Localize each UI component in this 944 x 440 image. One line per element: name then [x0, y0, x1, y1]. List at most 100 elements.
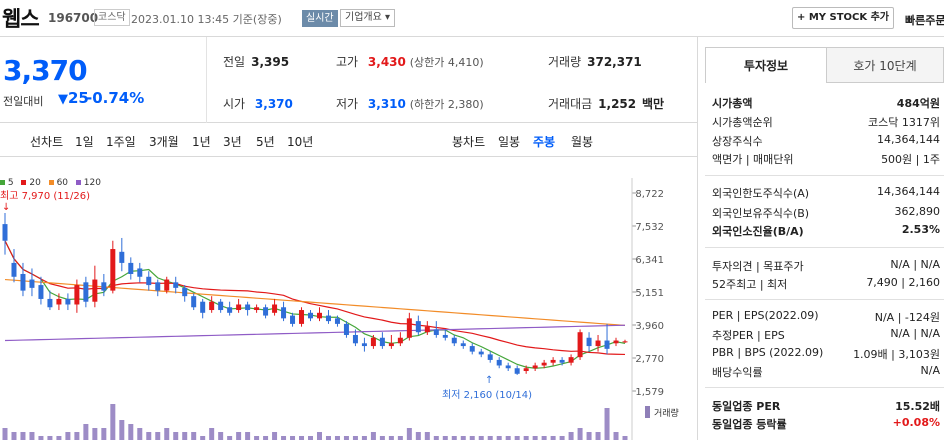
- volume-bar: [604, 408, 610, 440]
- low-arrow-icon: ↑: [485, 375, 493, 386]
- volume-bar: [47, 436, 53, 440]
- divider: [705, 175, 944, 176]
- quote-datetime: 2023.01.10 13:45 기준(장중): [131, 13, 282, 26]
- candle-body: [218, 301, 224, 311]
- price-chart[interactable]: 8,722 7,532 6,341 5,151 3,960 2,770 1,579 최고 7…: [0, 158, 697, 440]
- tab-monthly[interactable]: 월봉: [571, 135, 594, 149]
- candle-body: [209, 301, 215, 311]
- high-arrow-icon: ↓: [2, 202, 10, 213]
- tab-5year[interactable]: 5년: [256, 135, 275, 149]
- candle-body: [406, 318, 412, 338]
- tab-10year[interactable]: 10년: [287, 135, 314, 149]
- volume-bar: [469, 436, 475, 440]
- chevron-down-icon: ▾: [385, 12, 391, 23]
- ma20-legend: 20: [21, 178, 41, 188]
- amount-value: 1,252: [598, 97, 637, 111]
- volume-bar: [397, 436, 403, 440]
- info-value: 484억원: [896, 97, 940, 110]
- candle-body: [595, 340, 601, 347]
- low-value: 3,310: [367, 97, 406, 111]
- info-value: 2.53%: [901, 223, 940, 236]
- tab-daily[interactable]: 일봉: [498, 135, 521, 149]
- info-value: N/A: [920, 364, 940, 377]
- candle-body: [182, 287, 188, 297]
- tab-3year[interactable]: 3년: [223, 135, 242, 149]
- volume-bar: [38, 436, 44, 440]
- candle-body: [74, 285, 80, 305]
- info-value: 코스닥 1317위: [868, 116, 940, 129]
- tab-1week[interactable]: 1주일: [106, 135, 136, 149]
- candle-body: [146, 276, 152, 286]
- info-value: 14,364,144: [877, 133, 940, 146]
- volume-bar: [460, 436, 466, 440]
- price-tick-label: 5,151: [635, 288, 664, 299]
- tab-candle-chart[interactable]: 봉차트: [452, 135, 486, 149]
- candle-body: [236, 304, 242, 311]
- volume-bar: [442, 436, 448, 440]
- tab-1year[interactable]: 1년: [192, 135, 211, 149]
- market-badge: 코스닥: [94, 9, 130, 26]
- candle-body: [577, 332, 583, 358]
- info-row: 외국인한도주식수(A) 14,364,144: [705, 185, 944, 205]
- candle-body: [47, 298, 53, 308]
- volume-label: 거래량: [548, 55, 582, 69]
- volume-bar: [83, 424, 89, 440]
- candle-body: [272, 304, 278, 313]
- tab-1day[interactable]: 1일: [75, 135, 94, 149]
- corp-info-dropdown[interactable]: 기업개요 ▾: [340, 9, 396, 27]
- candle-body: [496, 359, 502, 366]
- candle-body: [613, 340, 619, 344]
- price-tick-label: 8,722: [635, 189, 664, 200]
- ma120-line: [4, 324, 626, 342]
- candle-body: [191, 296, 197, 308]
- candle-body: [514, 368, 520, 374]
- volume-bar: [200, 436, 206, 440]
- volume-bar: [415, 432, 421, 440]
- candle-body: [586, 337, 592, 347]
- volume-bar: [595, 432, 601, 440]
- volume-bar: [451, 436, 457, 440]
- tab-invest-info[interactable]: 투자정보: [705, 47, 827, 83]
- volume-bar: [308, 436, 314, 440]
- tab-3month[interactable]: 3개월: [149, 135, 179, 149]
- ma120-label: 120: [83, 178, 101, 188]
- volume-bar: [379, 436, 385, 440]
- quick-order-link[interactable]: 빠른주문: [905, 14, 944, 27]
- volume-bar: [119, 420, 125, 440]
- candle-body: [263, 307, 269, 316]
- change-amount: 25: [68, 89, 89, 107]
- divider: [705, 247, 944, 248]
- info-value: 15.52배: [895, 400, 940, 413]
- low-note: 최저 2,160 (10/14): [442, 389, 532, 401]
- volume-bar: [496, 436, 502, 440]
- volume-bar: [613, 432, 619, 440]
- candle-body: [299, 310, 305, 324]
- price-tick-label: 1,579: [635, 387, 664, 398]
- tab-line-chart[interactable]: 선차트: [30, 135, 64, 149]
- candle-body: [622, 341, 628, 343]
- volume-bar: [325, 436, 331, 440]
- candle-body: [325, 315, 331, 322]
- info-value: 500원 | 1주: [881, 153, 940, 166]
- info-row: 투자의견 | 목표주가 N/A | N/A: [705, 258, 944, 278]
- candle-body: [397, 337, 403, 344]
- candle-body: [451, 337, 457, 344]
- volume-bar: [281, 436, 287, 440]
- tab-hoga-10[interactable]: 호가 10단계: [826, 47, 944, 83]
- info-row: PBR | BPS (2022.09) 1.09배 | 3,103원: [705, 346, 944, 366]
- volume-bar: [622, 436, 628, 440]
- volume-bar: [182, 432, 188, 440]
- candle-body: [541, 362, 547, 366]
- tab-weekly[interactable]: 주봉: [533, 135, 556, 149]
- ma5-legend: 5: [0, 178, 14, 188]
- volume: 거래량 372,371: [548, 53, 642, 70]
- add-mystock-button[interactable]: + MY STOCK 추가: [792, 7, 894, 29]
- chart-period-tabs: 선차트 1일 1주일 3개월 1년 3년 5년 10년 봉차트 일봉 주봉 월봉: [0, 123, 697, 157]
- realtime-badge[interactable]: 실시간: [302, 10, 338, 27]
- volume-bar: [299, 436, 305, 440]
- info-key: 외국인보유주식수(B): [712, 207, 810, 220]
- stock-code: 196700: [48, 11, 99, 25]
- info-value: 7,490 | 2,160: [866, 276, 940, 289]
- candle-body: [110, 249, 116, 291]
- candle-body: [388, 343, 394, 347]
